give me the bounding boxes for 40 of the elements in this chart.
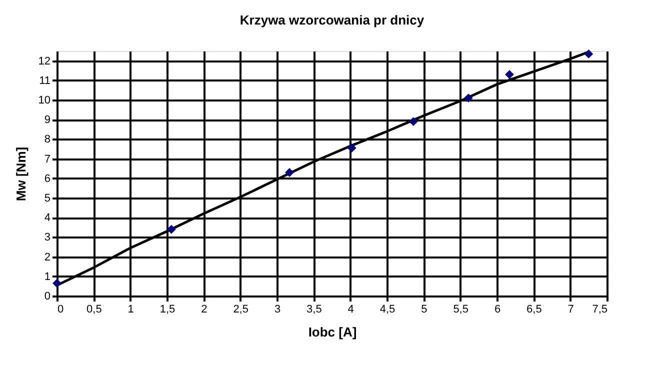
x-tick-label: 5,5 [453, 304, 468, 316]
y-tick-label: 8 [44, 134, 50, 146]
y-tick-label: 9 [44, 114, 50, 126]
x-tick-label: 0 [58, 304, 64, 316]
x-tick-label: 4,5 [380, 304, 396, 316]
point [504, 70, 514, 79]
x-tick-label: 3,5 [306, 304, 322, 316]
point [347, 144, 356, 152]
y-tick-label: 4 [44, 212, 50, 224]
point [52, 278, 62, 288]
point [166, 224, 176, 234]
x-tick-label: 6 [494, 304, 501, 316]
chart-title: Krzywa wzorcowania pr dnicy [240, 12, 425, 28]
x-tick-label: 0,5 [86, 304, 102, 316]
x-tick-label: 7 [568, 304, 574, 316]
y-tick-label: 11 [39, 74, 50, 87]
x-axis-title: Iobc [A] [308, 324, 357, 340]
x-tick-label: 2 [201, 304, 208, 316]
y-tick-label: 12 [38, 55, 50, 68]
y-tick-label: 2 [44, 251, 50, 264]
y-axis-title: Mw [Nm] [13, 146, 28, 202]
y-tick-label: 6 [44, 172, 50, 185]
y-tick-label: 7 [44, 153, 50, 166]
point [584, 49, 594, 58]
y-tick-label: 1 [44, 270, 50, 283]
x-tick-label: 1 [128, 304, 134, 316]
y-tick-label: 10 [38, 94, 50, 106]
x-tick-label: 7,5 [592, 304, 608, 316]
point [408, 117, 418, 126]
point [284, 168, 294, 177]
x-tick-label: 4 [348, 304, 354, 316]
y-tick-label: 3 [44, 232, 50, 244]
x-tick-label: 3 [274, 304, 281, 316]
y-tick-label: 5 [44, 192, 50, 204]
y-tick-label: 0 [44, 290, 50, 302]
x-tick-label: 2,5 [233, 304, 248, 316]
point [464, 94, 473, 103]
x-tick-label: 5 [421, 304, 428, 316]
x-tick-label: 1,5 [160, 304, 176, 316]
x-tick-label: 6,5 [526, 304, 542, 316]
